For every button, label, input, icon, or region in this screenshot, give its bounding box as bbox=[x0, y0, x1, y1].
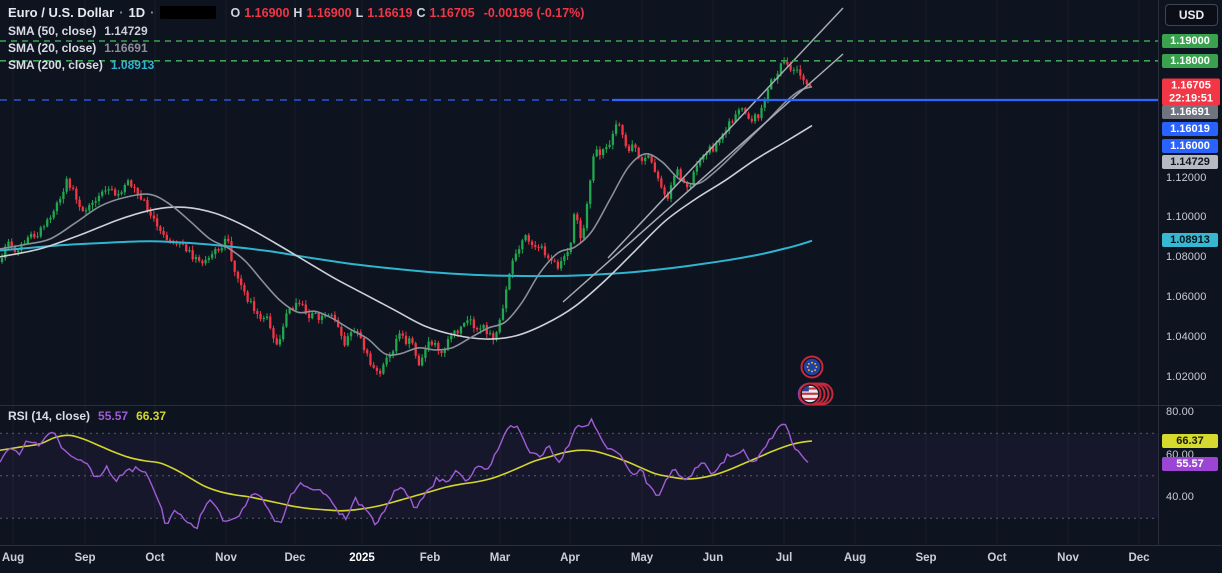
price-badge-1.08913: 1.08913 bbox=[1162, 233, 1218, 247]
time-axis-label-Oct: Oct bbox=[987, 552, 1007, 564]
indicator-name: RSI (14, close) bbox=[8, 409, 91, 423]
price-badge-1.19000: 1.19000 bbox=[1162, 34, 1218, 48]
change-value: -0.00196 (-0.17%) bbox=[483, 5, 585, 20]
symbol-title[interactable]: Euro / U.S. Dollar bbox=[8, 5, 115, 20]
rsi-ma-value: 66.37 bbox=[136, 409, 167, 423]
time-axis-label-Nov: Nov bbox=[1057, 552, 1079, 564]
time-axis-label-Oct: Oct bbox=[145, 552, 165, 564]
high-label: H bbox=[293, 5, 303, 20]
price-badge-66.37: 66.37 bbox=[1162, 434, 1218, 448]
us-flag-event-marker[interactable] bbox=[797, 382, 834, 406]
rsi-line[interactable] bbox=[0, 417, 809, 530]
price-label-1.12000: 1.12000 bbox=[1166, 172, 1207, 184]
currency-button[interactable]: USD bbox=[1165, 4, 1218, 26]
indicator-row-sma50[interactable]: SMA (50, close) 1.14729 bbox=[8, 24, 148, 38]
time-axis-label-2025: 2025 bbox=[349, 552, 375, 564]
price-scale[interactable]: USD 1.19000 1.18000 1.16705 22:19:51 1.16691… bbox=[1158, 0, 1222, 545]
redacted-source bbox=[159, 6, 216, 19]
time-axis-label-Feb: Feb bbox=[419, 552, 441, 564]
price-badge-1.16691: 1.16691 bbox=[1162, 105, 1218, 119]
price-badge-1.18000: 1.18000 bbox=[1162, 54, 1218, 68]
ohlc-values: O 1.16900 H 1.16900 L 1.16619 C 1.16705 bbox=[231, 6, 475, 20]
time-axis-label-Apr: Apr bbox=[560, 552, 580, 564]
gridlines bbox=[12, 0, 1140, 545]
separator-dot: · bbox=[119, 5, 124, 20]
open-value: 1.16900 bbox=[244, 5, 290, 20]
time-axis-label-Jun: Jun bbox=[702, 552, 724, 564]
time-axis-label-Aug: Aug bbox=[843, 552, 867, 564]
price-badge-1.16019: 1.16019 bbox=[1162, 122, 1218, 136]
indicator-value: 1.08913 bbox=[110, 58, 155, 72]
time-axis-label-Sep: Sep bbox=[74, 552, 96, 564]
time-axis-label-Mar: Mar bbox=[489, 552, 511, 564]
open-label: O bbox=[230, 5, 241, 20]
candlestick-series bbox=[0, 57, 812, 377]
time-axis-label-Nov: Nov bbox=[215, 552, 237, 564]
price-label-1.04000: 1.04000 bbox=[1166, 331, 1207, 343]
price-badge-1.14729: 1.14729 bbox=[1162, 155, 1218, 169]
price-label-1.02000: 1.02000 bbox=[1166, 371, 1207, 383]
trendline-2[interactable] bbox=[562, 53, 844, 303]
price-label-80.00: 80.00 bbox=[1166, 406, 1195, 418]
time-axis-label-Dec: Dec bbox=[284, 552, 306, 564]
time-axis-label-Dec: Dec bbox=[1128, 552, 1150, 564]
price-label-1.06000: 1.06000 bbox=[1166, 291, 1207, 303]
close-value: 1.16705 bbox=[429, 5, 475, 20]
time-axis-label-May: May bbox=[630, 552, 654, 564]
price-badge-1.16000: 1.16000 bbox=[1162, 139, 1218, 153]
indicator-row-rsi[interactable]: RSI (14, close) 55.57 66.37 bbox=[8, 409, 166, 423]
trendline-1[interactable] bbox=[607, 7, 844, 259]
price-label-1.08000: 1.08000 bbox=[1166, 251, 1207, 263]
price-label-1.10000: 1.10000 bbox=[1166, 211, 1207, 223]
sma-50-line[interactable] bbox=[0, 124, 813, 340]
indicator-value: 1.14729 bbox=[104, 24, 148, 38]
price-badge-55.57: 55.57 bbox=[1162, 457, 1218, 471]
low-value: 1.16619 bbox=[367, 5, 413, 20]
separator-dot: · bbox=[150, 5, 155, 20]
time-axis-label-Sep: Sep bbox=[915, 552, 937, 564]
time-axis-label-Jul: Jul bbox=[775, 552, 793, 564]
time-axis[interactable]: Aug Sep Oct Nov Dec 2025 Feb Mar Apr May Jun Jul Aug… bbox=[0, 545, 1222, 573]
sma-20-line[interactable] bbox=[0, 85, 813, 356]
indicator-name: SMA (50, close) bbox=[8, 24, 97, 38]
indicator-value: 1.16691 bbox=[104, 41, 148, 55]
indicator-row-sma20[interactable]: SMA (20, close) 1.16691 bbox=[8, 41, 148, 55]
symbol-legend-row: Euro / U.S. Dollar · 1D · O 1.16900 H 1.16… bbox=[8, 5, 584, 20]
sma-200-line[interactable] bbox=[0, 239, 813, 278]
indicator-name: SMA (200, close) bbox=[8, 58, 103, 72]
timeframe-label[interactable]: 1D bbox=[128, 5, 146, 20]
indicator-name: SMA (20, close) bbox=[8, 41, 97, 55]
last-price-badge: 1.16705 22:19:51 bbox=[1162, 78, 1220, 106]
rsi-value: 55.57 bbox=[98, 409, 129, 423]
eu-flag-event-marker[interactable] bbox=[800, 355, 824, 379]
time-axis-label-Aug: Aug bbox=[1, 552, 25, 564]
indicator-row-sma200[interactable]: SMA (200, close) 1.08913 bbox=[8, 58, 154, 72]
high-value: 1.16900 bbox=[306, 5, 352, 20]
low-label: L bbox=[355, 5, 364, 20]
close-label: C bbox=[416, 5, 426, 20]
price-label-40.00: 40.00 bbox=[1166, 491, 1195, 503]
rsi-band bbox=[0, 432, 1158, 519]
